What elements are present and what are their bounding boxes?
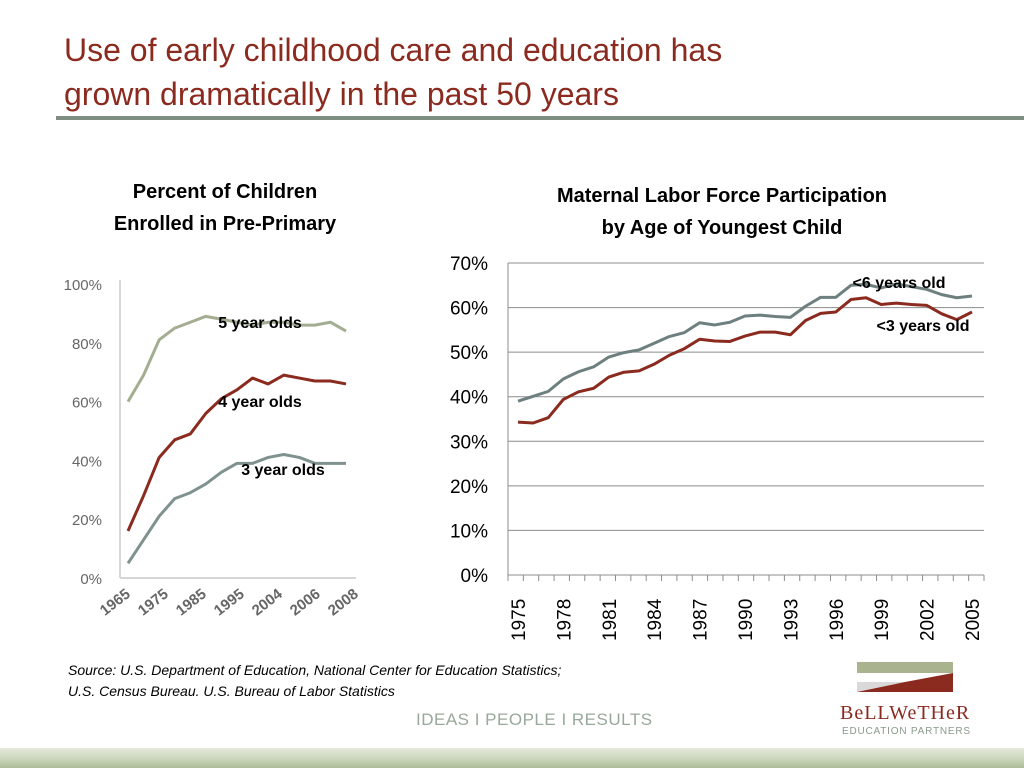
logo-subtitle: EDUCATION PARTNERS bbox=[842, 726, 971, 737]
enrollment-y-tick-label: 100% bbox=[64, 277, 102, 294]
slide-title-line1: Use of early childhood care and educatio… bbox=[64, 32, 723, 68]
labor-chart-title-line1: Maternal Labor Force Participation bbox=[556, 185, 888, 207]
labor-x-tick-label: 1975 bbox=[509, 599, 530, 641]
enrollment-y-tick-label: 20% bbox=[72, 512, 102, 529]
source-note: Source: U.S. Department of Education, Na… bbox=[68, 660, 768, 702]
title-divider bbox=[56, 116, 1024, 120]
labor-x-tick-label: 2005 bbox=[963, 599, 984, 641]
labor-series-line bbox=[517, 282, 973, 403]
labor-x-tick-label: 1978 bbox=[554, 599, 575, 641]
labor-y-tick-label: 70% bbox=[450, 254, 488, 275]
enrollment-series-label: 3 year olds bbox=[241, 462, 325, 479]
slide-title-line2: grown dramatically in the past 50 years bbox=[64, 76, 619, 112]
labor-x-tick-label: 1996 bbox=[827, 599, 848, 641]
labor-x-tick-label: 1987 bbox=[691, 599, 712, 641]
labor-y-tick-label: 40% bbox=[450, 388, 488, 409]
enrollment-chart-title-line2: Enrolled in Pre-Primary bbox=[113, 213, 337, 235]
source-line1: Source: U.S. Department of Education, Na… bbox=[68, 662, 562, 678]
source-line2: U.S. Census Bureau. U.S. Bureau of Labor… bbox=[68, 683, 395, 699]
enrollment-series-line bbox=[126, 314, 347, 403]
slide-title: Use of early childhood care and educatio… bbox=[64, 28, 964, 116]
labor-series-label: <3 years old bbox=[877, 318, 970, 335]
enrollment-y-tick-label: 40% bbox=[72, 453, 102, 470]
logo-wordmark: BeLLWeTHeR bbox=[840, 702, 971, 724]
labor-x-tick-label: 1990 bbox=[736, 599, 757, 641]
footer-band bbox=[0, 748, 1024, 768]
labor-x-tick-label: 1999 bbox=[872, 599, 893, 641]
labor-x-tick-label: 1993 bbox=[781, 599, 802, 641]
enrollment-series-line bbox=[126, 453, 346, 565]
labor-y-tick-label: 50% bbox=[450, 343, 488, 364]
enrollment-y-tick-label: 0% bbox=[80, 571, 102, 588]
labor-x-tick-label: 2002 bbox=[918, 599, 939, 641]
labor-y-tick-label: 10% bbox=[450, 521, 488, 542]
labor-chart-title-line2: by Age of Youngest Child bbox=[601, 217, 843, 239]
enrollment-y-tick-label: 80% bbox=[72, 336, 102, 353]
labor-series-line bbox=[517, 296, 973, 425]
enrollment-y-tick-label: 60% bbox=[72, 395, 102, 412]
tagline: IDEAS I PEOPLE I RESULTS bbox=[416, 710, 653, 729]
labor-y-tick-label: 30% bbox=[450, 432, 488, 453]
bellwether-logo-mark bbox=[857, 662, 953, 692]
labor-chart-title: Maternal Labor Force Participation by Ag… bbox=[462, 180, 982, 244]
enrollment-series-label: 5 year olds bbox=[218, 315, 302, 332]
labor-y-tick-label: 0% bbox=[461, 566, 489, 587]
enrollment-chart-title: Percent of Children Enrolled in Pre-Prim… bbox=[65, 176, 385, 240]
enrollment-chart-title-line1: Percent of Children bbox=[132, 181, 318, 203]
enrollment-series-label: 4 year olds bbox=[218, 394, 302, 411]
labor-series-label: <6 years old bbox=[853, 275, 946, 292]
enrollment-series-line bbox=[126, 373, 347, 532]
labor-x-tick-label: 1981 bbox=[600, 599, 621, 641]
labor-y-tick-label: 20% bbox=[450, 477, 488, 498]
labor-y-tick-label: 60% bbox=[450, 299, 488, 320]
labor-x-tick-label: 1984 bbox=[645, 598, 666, 641]
